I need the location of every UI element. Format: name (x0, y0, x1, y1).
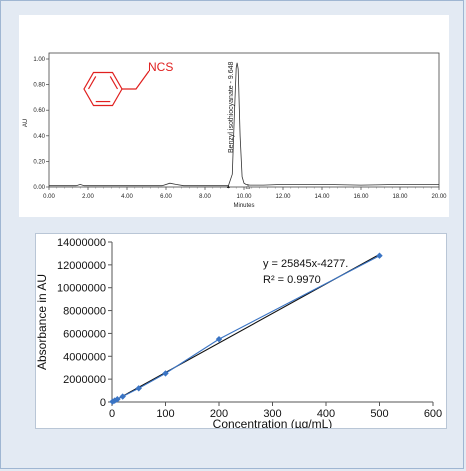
y-tick-label: 14000000 (57, 237, 106, 249)
x-tick-label: 6.00 (160, 194, 172, 200)
trend-equation: y = 25845x-4277. (263, 258, 348, 270)
x-tick-label: 500 (370, 408, 388, 420)
data-point (162, 370, 169, 377)
x-axis-label: Concentration (µg/mL) (213, 417, 333, 428)
x-tick-label: 300 (263, 408, 281, 420)
x-tick-label: 100 (156, 408, 174, 420)
r-squared: R² = 0.9970 (263, 274, 321, 286)
y-tick-label: 0.40 (33, 134, 45, 140)
ring-double-bond (87, 76, 97, 90)
x-tick-label: 18.00 (392, 194, 408, 200)
x-tick-label: 8.00 (199, 194, 211, 200)
x-tick-label: 14.00 (314, 194, 330, 200)
x-tick-label: 4.00 (121, 194, 133, 200)
y-axis-label: AU (23, 119, 29, 127)
x-axis-label: Minutes (233, 203, 254, 209)
data-point (376, 252, 383, 259)
chromatogram-panel: 0.00 0.20 0.40 0.60 0.80 1.00 AU 0.00 2.00 4.00 6.… (19, 15, 449, 217)
peak-start-marker: ▴ (227, 184, 230, 190)
calibration-chart: 0 2000000 4000000 6000000 8000000 10000000 120… (36, 237, 442, 428)
ring-double-bond (109, 76, 119, 90)
x-tick-label: 400 (317, 408, 335, 420)
y-tick-label: 4000000 (63, 351, 106, 363)
benzene-ring (83, 71, 123, 107)
data-point (119, 393, 126, 400)
data-point (135, 385, 142, 392)
methylene-bond (122, 70, 150, 90)
peak-label: Benzyl isothiocyanate - 9.648 (228, 61, 235, 153)
chromatogram-trace (49, 62, 439, 187)
y-tick-label: 12000000 (57, 260, 106, 272)
structure-label: NCS (148, 60, 173, 74)
x-tick-label: 0.00 (43, 194, 55, 200)
y-tick-label: 6000000 (63, 328, 106, 340)
y-tick-label: 0.20 (33, 159, 45, 165)
y-tick-label: 0.60 (33, 108, 45, 114)
x-tick-label: 2.00 (82, 194, 94, 200)
y-tick-label: 0.80 (33, 83, 45, 89)
y-tick-label: 10000000 (57, 283, 106, 295)
y-axis-label: Absorbance in AU (36, 274, 49, 370)
x-tick-label: 0 (109, 408, 115, 420)
y-tick-label: 2000000 (63, 374, 106, 386)
x-tick-label: 16.00 (353, 194, 369, 200)
x-tick-label: 20.00 (431, 194, 447, 200)
y-tick-label: 0 (100, 397, 106, 409)
calibration-panel: 0 2000000 4000000 6000000 8000000 10000000 120… (35, 233, 447, 429)
y-tick-label: 8000000 (63, 306, 106, 318)
peak-end-marker: △ (246, 184, 251, 190)
chromatogram-chart: 0.00 0.20 0.40 0.60 0.80 1.00 AU 0.00 2.00 4.00 6.… (23, 52, 447, 209)
x-tick-label: 12.00 (275, 194, 291, 200)
x-tick-label: 10.00 (236, 194, 252, 200)
data-point (215, 335, 223, 343)
x-tick-label: 200 (210, 408, 228, 420)
x-tick-label: 600 (424, 408, 442, 420)
y-tick-label: 0.00 (33, 185, 45, 191)
y-tick-label: 1.00 (33, 57, 45, 63)
data-point (114, 396, 121, 403)
